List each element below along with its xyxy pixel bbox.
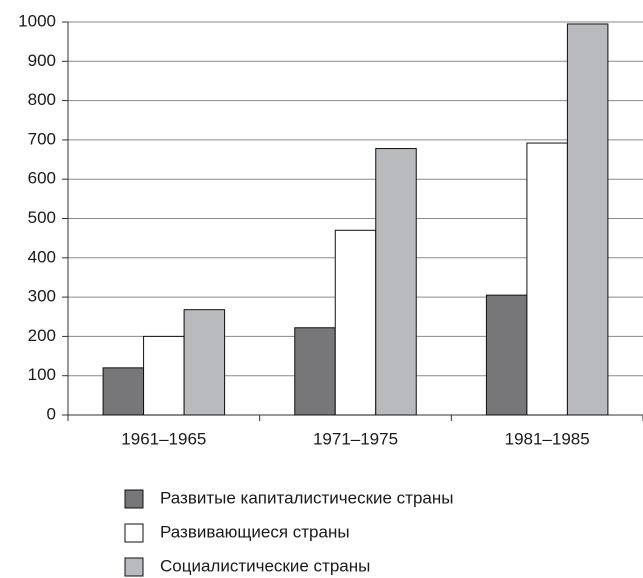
bar [294, 327, 336, 416]
y-tick-label: 200 [28, 326, 56, 345]
bar [375, 148, 417, 416]
legend-label: Развитые капиталистические страны [160, 488, 453, 507]
bar [102, 367, 145, 416]
bar [143, 335, 185, 416]
y-tick-label: 300 [28, 287, 56, 306]
y-tick-label: 0 [47, 404, 56, 423]
legend-swatch [124, 557, 144, 577]
legend-label: Развивающиеся страны [160, 522, 350, 541]
bar [334, 229, 377, 416]
y-tick-label: 1000 [18, 11, 56, 30]
y-tick-label: 500 [28, 208, 56, 227]
legend-label: Социалистические страны [160, 556, 370, 575]
y-tick-label: 100 [28, 365, 56, 384]
x-tick-label: 1961–1965 [121, 429, 206, 448]
y-tick-label: 800 [28, 90, 56, 109]
x-tick-label: 1971–1975 [313, 429, 398, 448]
legend-swatch [124, 523, 144, 543]
x-tick-label: 1981–1985 [505, 429, 590, 448]
y-tick-label: 600 [28, 169, 56, 188]
bar [183, 309, 226, 416]
bar [566, 23, 609, 416]
bar [526, 142, 568, 416]
y-tick-label: 400 [28, 247, 56, 266]
y-tick-label: 700 [28, 129, 56, 148]
bar [485, 294, 528, 416]
y-tick-label: 900 [28, 51, 56, 70]
legend-swatch [124, 489, 144, 509]
